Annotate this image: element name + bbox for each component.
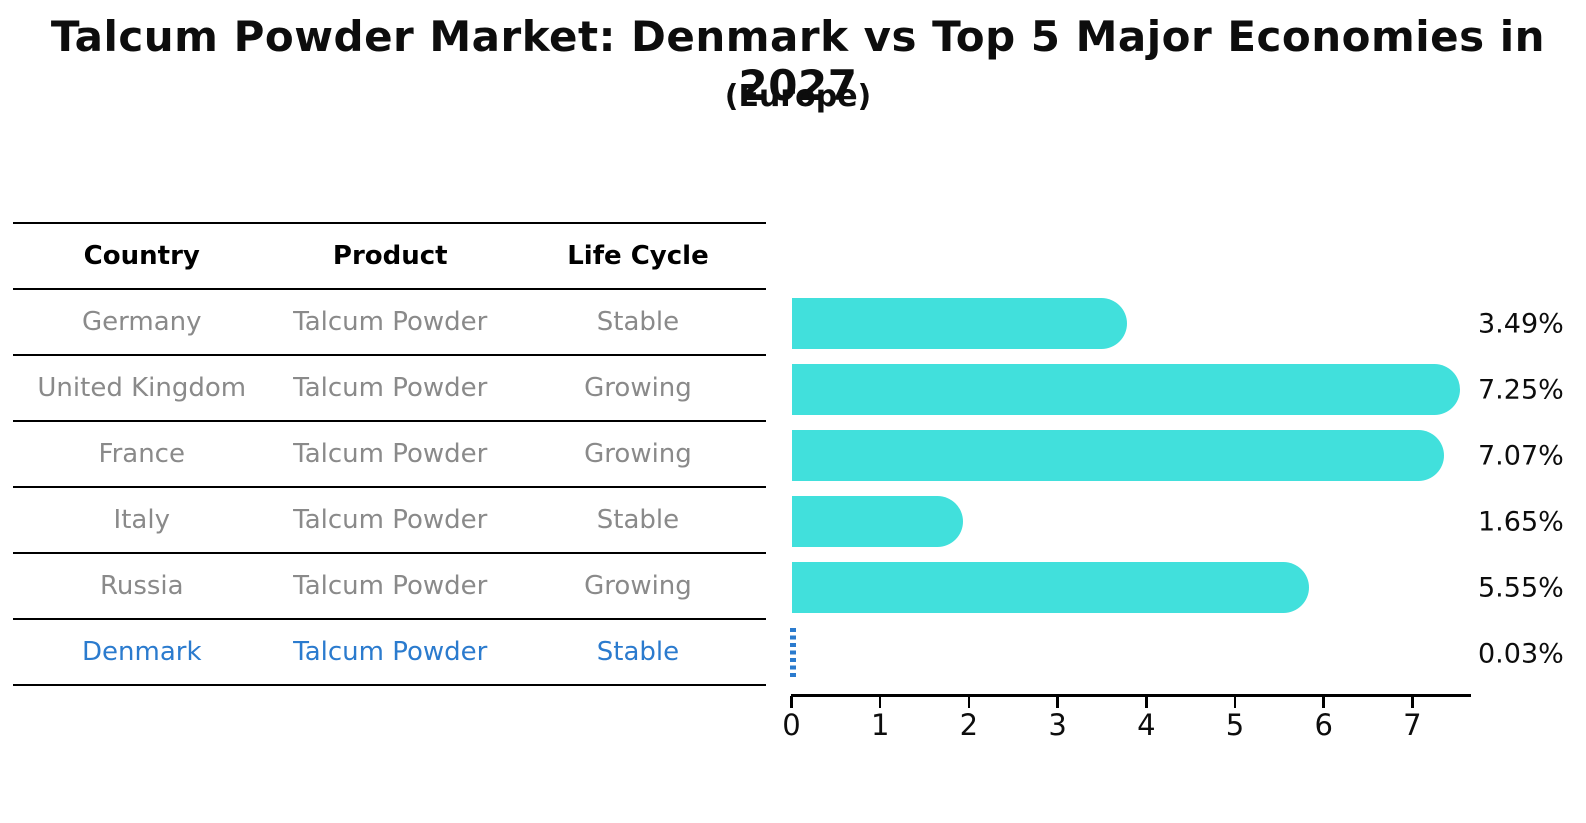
x-tick — [878, 696, 882, 708]
chart-title: Talcum Powder Market: Denmark vs Top 5 M… — [50, 12, 1546, 110]
cell-country: France — [98, 439, 185, 469]
cell-product: Talcum Powder — [293, 505, 488, 535]
x-tick-label: 1 — [870, 708, 890, 742]
x-tick-label: 6 — [1314, 708, 1333, 742]
column-header-country: Country — [83, 241, 200, 271]
x-tick — [967, 696, 971, 708]
x-tick-label: 3 — [1048, 708, 1067, 742]
x-tick — [790, 696, 793, 708]
bar — [791, 562, 1310, 613]
table-row: United Kingdom Talcum Powder Growing — [13, 356, 766, 422]
highlight-bar-marker — [790, 628, 796, 679]
cell-product: Talcum Powder — [293, 571, 488, 601]
x-tick — [1411, 696, 1414, 708]
bar-value-label: 0.03% — [1478, 638, 1564, 669]
cell-country: United Kingdom — [37, 373, 247, 403]
country-table: Country Product Life Cycle Germany Talcum… — [13, 222, 766, 686]
cell-country: Denmark — [82, 637, 202, 667]
bar-value-label: 7.25% — [1478, 374, 1564, 405]
cell-life-cycle: Stable — [596, 307, 680, 337]
x-tick — [1233, 696, 1237, 708]
bar-value-label: 1.65% — [1478, 506, 1564, 537]
cell-life-cycle: Stable — [596, 637, 680, 667]
cell-life-cycle: Growing — [584, 571, 692, 601]
cell-life-cycle: Growing — [584, 439, 692, 469]
cell-product: Talcum Powder — [293, 307, 488, 337]
bar — [791, 298, 1127, 349]
table-row: Italy Talcum Powder Stable — [13, 488, 766, 554]
x-tick-label: 2 — [959, 708, 979, 742]
cell-product: Talcum Powder — [293, 637, 488, 667]
cell-life-cycle: Stable — [596, 505, 680, 535]
x-tick-label: 4 — [1137, 708, 1156, 742]
chart-subtitle: (Europe) — [724, 79, 872, 114]
table-row: Russia Talcum Powder Growing — [13, 554, 766, 620]
bar — [791, 430, 1445, 481]
x-tick-label: 0 — [782, 708, 801, 742]
table-header-row: Country Product Life Cycle — [13, 224, 766, 290]
bar — [791, 496, 964, 547]
cell-product: Talcum Powder — [293, 439, 488, 469]
x-tick-label: 7 — [1403, 708, 1422, 742]
bar-value-label: 7.07% — [1478, 440, 1564, 471]
column-header-product: Product — [332, 241, 448, 271]
cell-product: Talcum Powder — [293, 373, 488, 403]
column-header-life-cycle: Life Cycle — [567, 241, 709, 271]
table-row: Denmark Talcum Powder Stable — [13, 620, 766, 686]
bar-value-label: 5.55% — [1478, 572, 1564, 603]
cell-life-cycle: Growing — [584, 373, 692, 403]
cell-country: Italy — [113, 505, 170, 535]
cell-country: Russia — [99, 571, 184, 601]
table-body: Germany Talcum Powder Stable United Kingdom… — [13, 290, 766, 686]
x-tick — [1145, 696, 1148, 708]
bar-value-label: 3.49% — [1478, 308, 1564, 339]
x-axis-spine — [791, 694, 1471, 697]
x-tick — [1056, 696, 1059, 708]
table-row: Germany Talcum Powder Stable — [13, 290, 766, 356]
cell-country: Germany — [82, 307, 202, 337]
x-tick — [1322, 696, 1325, 708]
table-row: France Talcum Powder Growing — [13, 422, 766, 488]
x-tick-label: 5 — [1225, 708, 1245, 742]
bar — [791, 364, 1461, 415]
